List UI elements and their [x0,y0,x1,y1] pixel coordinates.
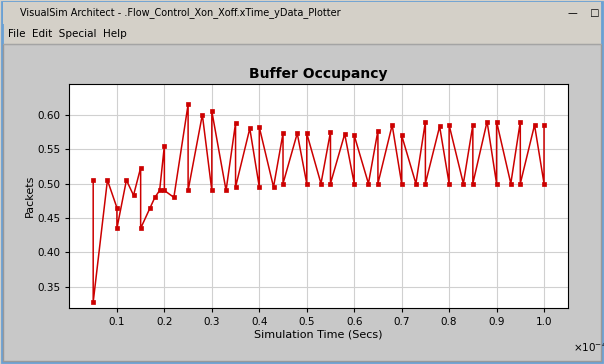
Text: —    □    ×: — □ × [568,8,604,18]
Bar [3,45,601,361]
Title: Buffer Occupancy: Buffer Occupancy [249,67,388,81]
Text: VisualSim Architect - .Flow_Control_Xon_Xoff.xTime_yData_Plotter: VisualSim Architect - .Flow_Control_Xon_… [20,8,341,19]
Text: $\times$10$^{-4}$: $\times$10$^{-4}$ [573,340,604,354]
Bar [3,2,601,24]
X-axis label: Simulation Time (Secs): Simulation Time (Secs) [254,329,383,339]
Bar [3,44,601,361]
Text: File  Edit  Special  Help: File Edit Special Help [8,29,127,39]
Y-axis label: Packets: Packets [25,174,34,217]
